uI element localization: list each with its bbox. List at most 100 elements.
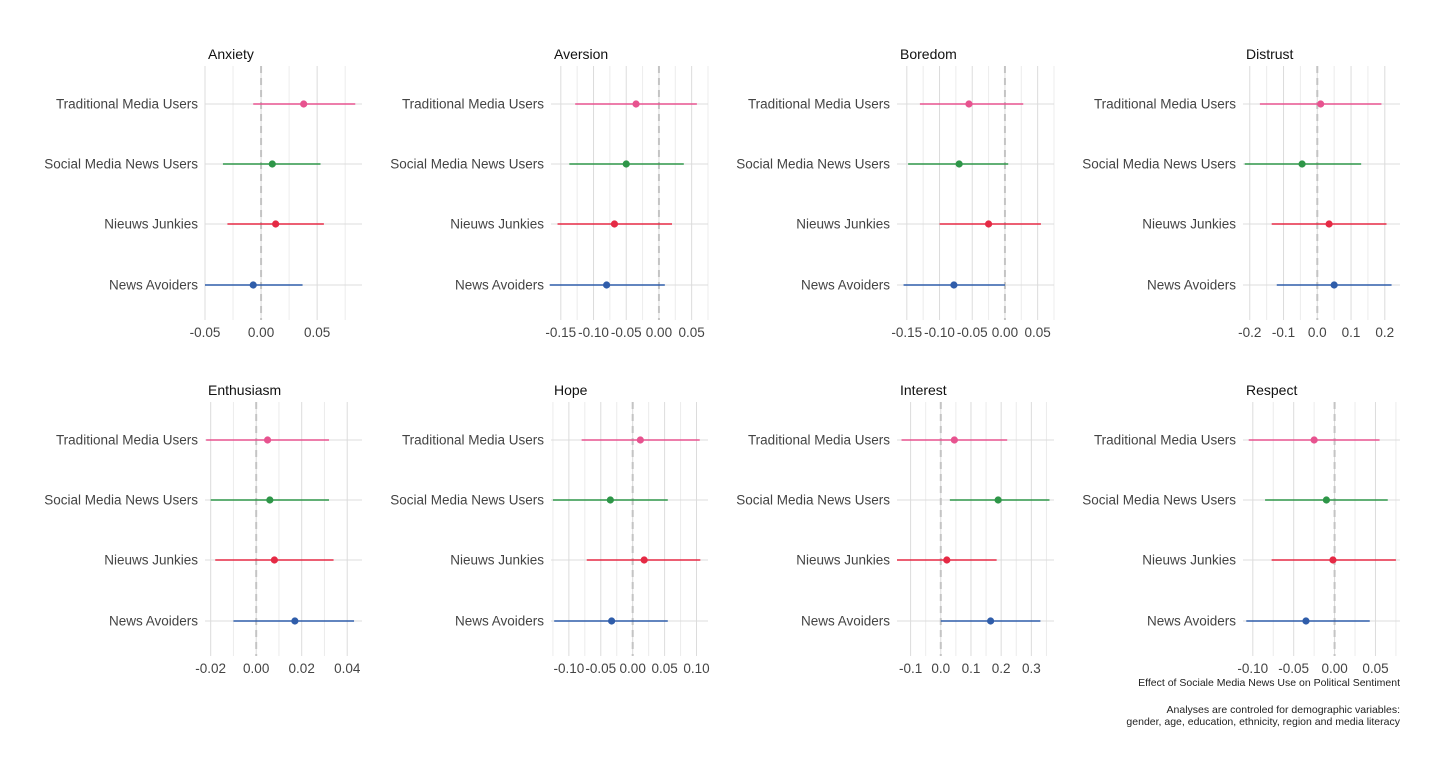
x-tick-label: -0.05 (1278, 661, 1309, 676)
point-estimate-nieuws-junkies (1329, 556, 1337, 564)
point-estimate-social-media-news-users (268, 160, 276, 168)
x-tick-label: -0.15 (545, 325, 576, 340)
panel-title: Distrust (1246, 46, 1294, 62)
panel-title: Aversion (554, 46, 608, 62)
point-estimate-traditional-media-users (965, 100, 973, 108)
x-tick-label: 0.2 (1375, 325, 1394, 340)
category-label: Social Media News Users (736, 493, 890, 508)
point-estimate-traditional-media-users (950, 436, 958, 444)
x-tick-label: 0.0 (931, 661, 950, 676)
x-tick-label: 0.05 (651, 661, 677, 676)
category-label: Traditional Media Users (1094, 433, 1236, 448)
panel-distrust: Distrust Traditional Media Users Social Me… (1082, 46, 1400, 340)
point-estimate-social-media-news-users (1298, 160, 1306, 168)
x-tick-label: 0.00 (1321, 661, 1347, 676)
point-estimate-traditional-media-users (300, 100, 308, 108)
category-label: News Avoiders (1147, 278, 1236, 293)
x-tick-label: -0.10 (578, 325, 609, 340)
panel-title: Interest (900, 382, 947, 398)
category-label: News Avoiders (801, 614, 890, 629)
category-label: Traditional Media Users (402, 97, 544, 112)
x-tick-label: 0.00 (243, 661, 269, 676)
panel-title: Anxiety (208, 46, 254, 62)
category-label: Social Media News Users (390, 493, 544, 508)
category-label: News Avoiders (801, 278, 890, 293)
point-estimate-nieuws-junkies (984, 220, 993, 228)
category-label: Social Media News Users (44, 493, 198, 508)
point-estimate-nieuws-junkies (1325, 220, 1333, 228)
x-tick-label: 0.00 (620, 661, 646, 676)
point-estimate-traditional-media-users (636, 436, 644, 444)
x-tick-label: -0.1 (899, 661, 922, 676)
point-estimate-news-avoiders (950, 281, 958, 289)
category-label: News Avoiders (455, 614, 544, 629)
panel-aversion: Aversion Traditional Media Users Social Me… (390, 46, 709, 340)
x-tick-label: 0.1 (1342, 325, 1361, 340)
category-label: Nieuws Junkies (450, 553, 544, 568)
category-label: Traditional Media Users (748, 433, 890, 448)
point-estimate-social-media-news-users (955, 160, 963, 168)
x-tick-label: 0.0 (1308, 325, 1327, 340)
x-tick-label: 0.00 (992, 325, 1018, 340)
point-estimate-news-avoiders (1330, 281, 1338, 289)
x-tick-label: -0.10 (553, 661, 584, 676)
panel-hope: Hope Traditional Media Users Social Media … (390, 382, 709, 676)
panel-title: Hope (554, 382, 588, 398)
point-estimate-nieuws-junkies (943, 556, 951, 564)
category-label: News Avoiders (455, 278, 544, 293)
x-tick-label: -0.05 (585, 661, 616, 676)
panel-enthusiasm: Enthusiasm Traditional Media Users Social … (44, 382, 362, 676)
x-tick-label: -0.02 (195, 661, 226, 676)
category-label: Traditional Media Users (1094, 97, 1236, 112)
category-label: News Avoiders (109, 614, 198, 629)
category-label: Nieuws Junkies (104, 217, 198, 232)
point-estimate-social-media-news-users (266, 496, 274, 504)
figure-note-line-1: Analyses are controled for demographic v… (1166, 704, 1400, 716)
point-estimate-traditional-media-users (263, 436, 272, 444)
panel-respect: Respect Traditional Media Users Social Med… (1082, 382, 1400, 676)
category-label: Traditional Media Users (56, 433, 198, 448)
category-label: Traditional Media Users (748, 97, 890, 112)
x-tick-label: 0.05 (304, 325, 330, 340)
x-tick-label: 0.2 (992, 661, 1011, 676)
category-label: Social Media News Users (390, 157, 544, 172)
x-tick-label: 0.05 (679, 325, 705, 340)
point-estimate-news-avoiders (291, 617, 299, 625)
point-estimate-news-avoiders (603, 281, 611, 289)
x-tick-label: 0.00 (646, 325, 672, 340)
panel-anxiety: Anxiety Traditional Media Users Social Med… (44, 46, 362, 340)
x-tick-label: 0.05 (1025, 325, 1051, 340)
figure-caption: Effect of Sociale Media News Use on Poli… (1138, 677, 1400, 689)
category-label: Nieuws Junkies (796, 553, 890, 568)
category-label: Nieuws Junkies (1142, 217, 1236, 232)
x-tick-label: 0.02 (289, 661, 315, 676)
x-tick-label: 0.00 (248, 325, 274, 340)
category-label: Nieuws Junkies (796, 217, 890, 232)
point-estimate-nieuws-junkies (640, 556, 648, 564)
point-estimate-social-media-news-users (622, 160, 630, 168)
category-label: Nieuws Junkies (104, 553, 198, 568)
point-estimate-news-avoiders (249, 281, 257, 289)
figure-note-line-2: gender, age, education, ethnicity, regio… (1126, 716, 1400, 728)
x-tick-label: -0.05 (190, 325, 221, 340)
category-label: Social Media News Users (1082, 157, 1236, 172)
point-estimate-social-media-news-users (1322, 496, 1331, 504)
point-estimate-news-avoiders (986, 617, 995, 625)
panel-title: Enthusiasm (208, 382, 281, 398)
point-estimate-social-media-news-users (606, 496, 614, 504)
x-tick-label: 0.10 (683, 661, 709, 676)
point-estimate-social-media-news-users (994, 496, 1002, 504)
x-tick-label: -0.05 (611, 325, 642, 340)
point-estimate-news-avoiders (1302, 617, 1310, 625)
x-tick-label: -0.15 (891, 325, 922, 340)
category-label: News Avoiders (109, 278, 198, 293)
category-label: News Avoiders (1147, 614, 1236, 629)
x-tick-label: -0.1 (1272, 325, 1295, 340)
x-tick-label: -0.05 (957, 325, 988, 340)
x-tick-label: -0.10 (924, 325, 955, 340)
category-label: Traditional Media Users (56, 97, 198, 112)
point-estimate-traditional-media-users (1310, 436, 1318, 444)
panel-boredom: Boredom Traditional Media Users Social Med… (736, 46, 1055, 340)
panel-title: Boredom (900, 46, 957, 62)
